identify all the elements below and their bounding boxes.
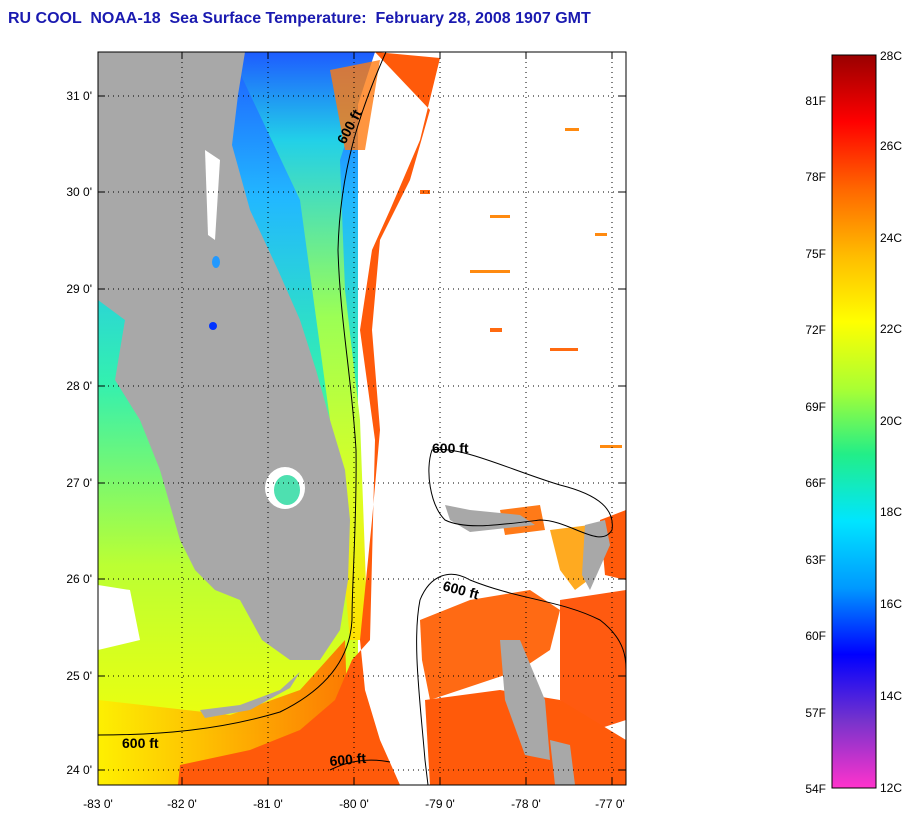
colorbar-f-label: 60F xyxy=(805,629,826,643)
sst-speck xyxy=(490,328,502,332)
frame-ticks xyxy=(98,52,626,785)
sst-speck xyxy=(470,270,510,273)
andros-island xyxy=(500,640,550,760)
lat-tick-label: 29 0' xyxy=(66,282,92,296)
colorbar-c-label: 18C xyxy=(880,505,902,519)
colorbar-c-label: 12C xyxy=(880,781,902,795)
lat-tick-label: 31 0' xyxy=(66,89,92,103)
colorbar-c-label: 14C xyxy=(880,689,902,703)
lon-tick-label: -78 0' xyxy=(511,797,541,811)
gulf-no-data xyxy=(98,585,140,650)
sst-speck xyxy=(420,190,430,194)
gulf-stream-edge xyxy=(330,60,380,150)
colorbar-c-label: 22C xyxy=(880,322,902,336)
colorbar-c-label: 28C xyxy=(880,49,902,63)
isobath-600ft-bahamas-north xyxy=(428,448,613,538)
colorbar-f-label: 72F xyxy=(805,323,826,337)
lat-tick-label: 25 0' xyxy=(66,669,92,683)
isobath-600ft-bahamas-south xyxy=(416,573,626,785)
lon-tick-label: -77 0' xyxy=(595,797,625,811)
contour-label: 600 ft xyxy=(329,750,367,769)
isobath-600ft-south xyxy=(329,759,391,771)
sst-speck xyxy=(490,215,510,218)
map-grid xyxy=(98,52,626,785)
bahamas-island-south xyxy=(550,740,575,785)
colorbar-c-label: 24C xyxy=(880,231,902,245)
lat-tick-label: 26 0' xyxy=(66,572,92,586)
colorbar-f-label: 54F xyxy=(805,782,826,796)
lon-tick-label: -80 0' xyxy=(339,797,369,811)
colorbar-f-label: 78F xyxy=(805,170,826,184)
abaco-island xyxy=(582,520,610,590)
colorbar-f-label: 66F xyxy=(805,476,826,490)
colorbar-f-label: 75F xyxy=(805,247,826,261)
inland-lake xyxy=(209,322,217,330)
colorbar-f-label: 57F xyxy=(805,706,826,720)
inland-lake xyxy=(212,256,220,268)
colorbar-c-label: 20C xyxy=(880,414,902,428)
sst-speck xyxy=(565,128,579,131)
lon-tick-label: -79 0' xyxy=(425,797,455,811)
page-title: RU COOL NOAA-18 Sea Surface Temperature:… xyxy=(8,10,591,27)
lat-tick-label: 30 0' xyxy=(66,185,92,199)
contour-label: 600 ft xyxy=(432,440,469,456)
colorbar-f-label: 69F xyxy=(805,400,826,414)
colorbar-ramp xyxy=(831,54,877,789)
sst-speck xyxy=(595,233,607,236)
florida-keys xyxy=(200,672,300,718)
bahamas-water-east xyxy=(560,590,626,730)
colorbar-f-label: 63F xyxy=(805,553,826,567)
lat-tick-label: 28 0' xyxy=(66,379,92,393)
colorbar-c-label: 26C xyxy=(880,139,902,153)
isobath-600ft xyxy=(98,52,387,736)
lon-tick-label: -83 0' xyxy=(83,797,113,811)
lat-tick-label: 24 0' xyxy=(66,763,92,777)
contour-label: 600 ft xyxy=(122,735,159,751)
map-imagery xyxy=(98,52,626,785)
map-frame xyxy=(97,51,627,786)
colorbar-f-label: 81F xyxy=(805,94,826,108)
sst-speck xyxy=(600,445,622,448)
inland-water xyxy=(205,150,220,240)
lon-tick-label: -82 0' xyxy=(167,797,197,811)
lon-tick-label: -81 0' xyxy=(253,797,283,811)
sst-speck xyxy=(550,348,578,351)
lat-tick-label: 27 0' xyxy=(66,476,92,490)
bahamas-water-north xyxy=(420,590,560,700)
colorbar-c-label: 16C xyxy=(880,597,902,611)
